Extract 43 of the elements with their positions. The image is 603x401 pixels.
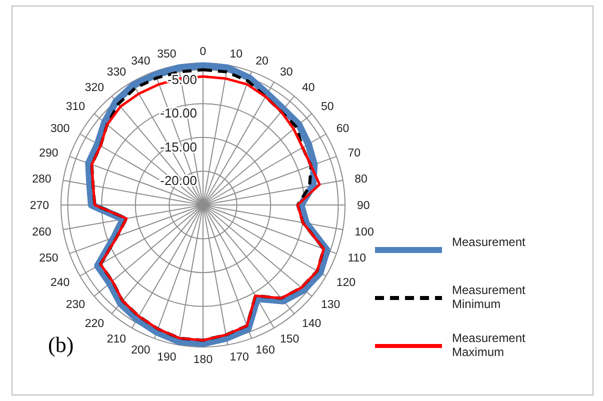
spoke-label: 180 <box>193 354 213 366</box>
spoke-label: 10 <box>230 48 243 60</box>
spoke-label: 200 <box>131 344 150 357</box>
spoke-label: 300 <box>50 123 70 135</box>
spoke-label: 290 <box>39 147 58 160</box>
text: Measurement Minimum <box>452 283 526 311</box>
spoke-label: 350 <box>157 48 176 60</box>
spoke-label: 330 <box>106 66 126 79</box>
spoke-label: 260 <box>32 226 52 239</box>
spoke-label: 90 <box>357 200 370 212</box>
y-tick-label: -15.00 <box>160 139 197 154</box>
text: Measurement <box>452 235 526 249</box>
spoke-label: 340 <box>131 55 150 68</box>
spoke-label: 80 <box>354 173 368 186</box>
spoke-label: 190 <box>157 352 176 364</box>
spoke-label: 170 <box>230 352 249 364</box>
spoke-label: 280 <box>32 173 52 186</box>
spoke-label: 20 <box>256 55 268 68</box>
spoke-label: 110 <box>348 252 366 265</box>
spoke-label: 40 <box>302 82 315 94</box>
spoke-label: 120 <box>336 277 356 289</box>
y-tick-label: -20.00 <box>160 173 197 188</box>
spoke-label: 50 <box>320 101 334 114</box>
spoke-label: 250 <box>39 252 58 265</box>
spoke-label: 100 <box>354 226 374 239</box>
text: Measurement Maximum <box>452 331 526 359</box>
text: (b) <box>48 332 74 357</box>
spoke-label: 310 <box>66 101 86 114</box>
spoke-label: 60 <box>336 123 350 135</box>
spoke-label: 320 <box>84 82 104 94</box>
spoke-label: 270 <box>30 200 49 212</box>
spoke-label: 30 <box>280 66 293 79</box>
spoke-label: 150 <box>280 333 300 346</box>
y-tick-label: -10.00 <box>160 106 197 121</box>
spoke-label: 0 <box>200 46 206 58</box>
spoke-label: 210 <box>106 333 126 346</box>
spoke-label: 140 <box>302 318 322 330</box>
spoke-label: 230 <box>66 298 86 311</box>
spoke-label: 130 <box>320 298 340 311</box>
spoke-label: 160 <box>256 344 275 357</box>
spoke-label: 220 <box>84 318 104 330</box>
spoke-label: 70 <box>348 147 361 160</box>
spoke-label: 240 <box>50 277 70 289</box>
